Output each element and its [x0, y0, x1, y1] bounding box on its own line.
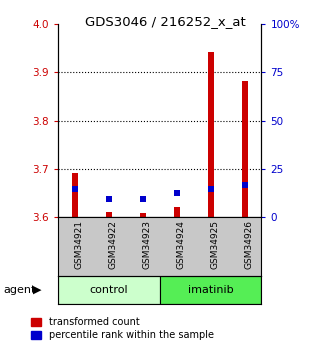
- Bar: [242, 81, 248, 217]
- Text: ▶: ▶: [33, 285, 42, 295]
- Bar: [174, 207, 180, 217]
- Text: agent: agent: [3, 285, 36, 295]
- Text: GSM34925: GSM34925: [211, 220, 219, 269]
- Bar: [140, 213, 146, 217]
- Bar: [208, 52, 213, 217]
- Text: imatinib: imatinib: [188, 285, 233, 295]
- Bar: [72, 174, 78, 217]
- Text: GSM34921: GSM34921: [75, 220, 84, 269]
- Text: GSM34923: GSM34923: [143, 220, 152, 269]
- Bar: [160, 276, 261, 304]
- Bar: [58, 276, 160, 304]
- Text: control: control: [89, 285, 128, 295]
- Text: GSM34926: GSM34926: [245, 220, 254, 269]
- Text: GDS3046 / 216252_x_at: GDS3046 / 216252_x_at: [85, 16, 246, 29]
- Legend: transformed count, percentile rank within the sample: transformed count, percentile rank withi…: [31, 317, 214, 340]
- Text: GSM34924: GSM34924: [177, 220, 186, 269]
- Bar: [106, 211, 112, 217]
- Text: GSM34922: GSM34922: [109, 220, 118, 269]
